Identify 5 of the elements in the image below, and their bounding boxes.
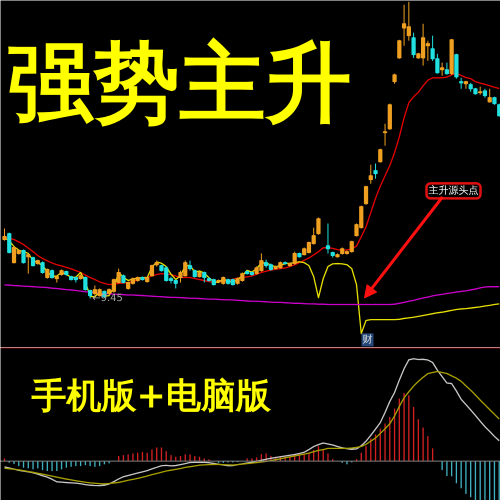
chart-title: 强势主升 [8,33,352,134]
text: 财 [362,333,372,346]
annotation: ←9.45 [92,293,123,304]
text: 手机版+电脑版 [30,376,272,417]
annotation: 主升源头点 [428,184,478,196]
